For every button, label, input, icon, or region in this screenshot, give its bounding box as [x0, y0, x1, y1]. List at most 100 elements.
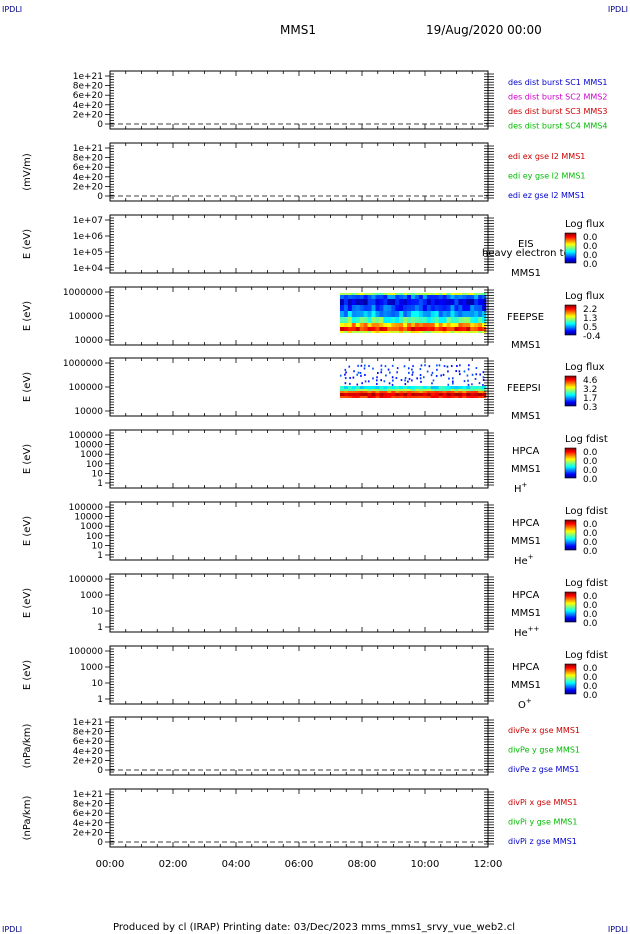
- spectrogram-cell: [379, 317, 384, 323]
- spectrogram-cell: [367, 393, 372, 396]
- instrument-label: EIS MMS1: [511, 239, 541, 279]
- y-tick-label: 0: [97, 766, 103, 776]
- y-tick-label: 8e+20: [73, 154, 104, 164]
- spectrogram-cell: [387, 295, 392, 299]
- spectrogram-cell: [403, 389, 408, 391]
- spectrogram-cell: [414, 389, 420, 391]
- y-tick-label: 6e+20: [73, 737, 104, 747]
- legend-entry: des dist burst SC4 MMS4: [508, 122, 607, 131]
- spectrogram-cell: [359, 331, 365, 333]
- y-tick-label: 4e+20: [73, 173, 104, 183]
- spectrogram-cell: [462, 317, 467, 323]
- spectrogram-cell: [347, 293, 353, 295]
- spectrogram-cell: [430, 374, 433, 377]
- spectrogram-cell: [371, 386, 376, 389]
- spectrogram-cell: [462, 386, 467, 389]
- spectrogram-cell: [466, 311, 471, 317]
- spectrogram-cell: [347, 317, 353, 323]
- spectrogram-cell: [407, 389, 412, 391]
- spectrogram-cell: [407, 367, 410, 370]
- spectrogram-cell: [470, 305, 475, 311]
- y-tick-label: 10000: [74, 441, 103, 451]
- corner-label-bottom-right: IPDLI: [608, 925, 628, 934]
- spectrogram-cell: [344, 382, 347, 385]
- spectrogram-cell: [482, 311, 487, 317]
- spectrogram-cell: [426, 295, 432, 299]
- colorbar: [564, 591, 577, 623]
- y-tick-label: 1: [97, 695, 103, 705]
- spectrogram-cell: [418, 393, 424, 396]
- spectrogram-cell: [466, 374, 469, 377]
- y-tick-label: 10000: [74, 407, 103, 417]
- spectrogram-cell: [344, 373, 346, 376]
- spectrogram-cell: [466, 396, 471, 398]
- spectrogram-cell: [359, 299, 365, 305]
- spectrogram-cell: [347, 393, 353, 396]
- spectrogram-cell: [470, 295, 475, 299]
- spectrogram-cell: [391, 331, 396, 333]
- y-axis-label: E (eV): [22, 660, 33, 690]
- colorbar-tick-label: 0.0: [583, 466, 598, 476]
- date-title: 19/Aug/2020 00:00: [426, 23, 542, 37]
- spectrogram-cell: [442, 389, 447, 391]
- spectrogram-cell: [372, 367, 374, 370]
- colorbar: [564, 232, 577, 264]
- spectrogram-cell: [438, 299, 443, 305]
- time-axis: 00:00 02:00 04:00 06:00 08:00 10:00 12:00: [96, 859, 503, 870]
- spectrogram-cell: [452, 377, 454, 380]
- spectrogram-cell: [474, 391, 479, 393]
- panel-frame: [109, 214, 489, 274]
- spectrogram-cell: [470, 327, 475, 331]
- spectrogram-cell: [450, 299, 455, 305]
- spectrogram-cell: [411, 305, 416, 311]
- spectrogram-cell: [399, 386, 404, 389]
- species-label: He++: [514, 625, 540, 639]
- spectrogram-cell: [375, 379, 378, 382]
- colorbar-tick-label: 0.0: [583, 242, 598, 252]
- spectrogram-cell: [470, 389, 475, 391]
- spectrogram-cell: [399, 327, 404, 331]
- spectrogram-cell: [411, 389, 416, 391]
- spectrogram-cell: [347, 327, 353, 331]
- y-tick-label: 2e+20: [73, 110, 104, 120]
- spectrogram-cell: [359, 386, 365, 389]
- spectrogram-cell: [411, 331, 416, 333]
- spectrogram-cell: [450, 389, 455, 391]
- spectrogram-cell: [363, 396, 368, 398]
- spectrogram-cell: [375, 389, 380, 391]
- spectrogram-cell: [395, 377, 398, 380]
- spectrogram-cell: [399, 323, 404, 327]
- spectrogram-cell: [379, 393, 384, 396]
- legend-entry: edi ey gse l2 MMS1: [508, 172, 586, 181]
- spectrogram-cell: [375, 295, 380, 299]
- spectrogram-cell: [482, 393, 487, 396]
- spectrogram-cell: [407, 331, 412, 333]
- spectrogram-cell: [375, 293, 380, 295]
- y-tick-label: 1000000: [63, 359, 103, 369]
- spectrogram-cell: [407, 305, 412, 311]
- spectrogram-cell: [359, 317, 365, 323]
- spectrogram-cell: [466, 393, 471, 396]
- spectrogram-cell: [367, 305, 372, 311]
- spectrogram-cell: [462, 305, 467, 311]
- spectrogram-cell: [446, 327, 451, 331]
- spectrogram-cell: [363, 386, 368, 389]
- instrument-name: HPCA: [512, 590, 540, 601]
- spectrogram-cell: [422, 396, 428, 398]
- colorbar-tick-label: 0.0: [583, 664, 598, 674]
- y-axis-label: E (eV): [22, 372, 33, 402]
- species-label: He+: [514, 553, 534, 567]
- spectrogram-cell: [367, 327, 372, 331]
- spectrogram-cell: [454, 327, 459, 331]
- spectrogram-cell: [351, 393, 357, 396]
- spectrogram-cell: [438, 317, 443, 323]
- spectrogram-cell: [414, 311, 420, 317]
- spectrogram-cell: [446, 299, 451, 305]
- spectrogram-cell: [462, 323, 467, 327]
- spectrogram-cell: [454, 323, 459, 327]
- spectrogram-cell: [436, 364, 438, 367]
- spectrogram-cell: [376, 376, 378, 379]
- colorbar: [564, 304, 577, 336]
- spectrogram-cell: [426, 299, 432, 305]
